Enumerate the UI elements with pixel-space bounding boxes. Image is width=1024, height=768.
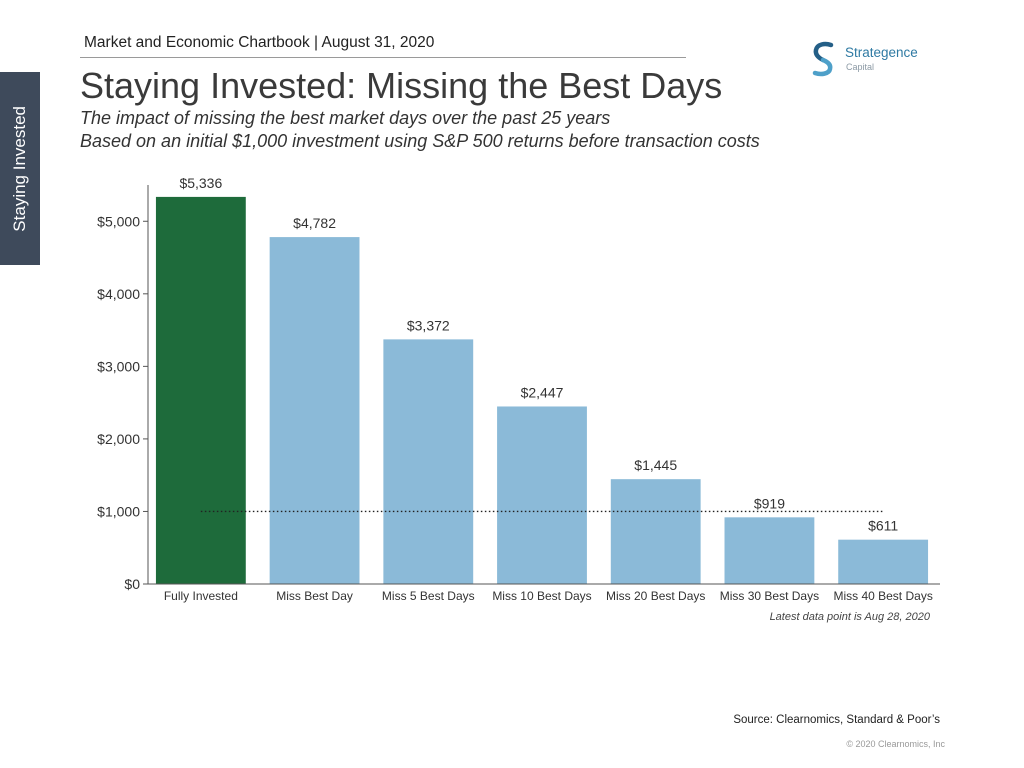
y-tick-label: $2,000 xyxy=(97,431,140,447)
chart-title: Staying Invested: Missing the Best Days xyxy=(80,65,723,106)
bar-miss-10-best-days xyxy=(497,406,587,584)
strategence-s-logo-icon xyxy=(812,41,834,77)
bar-miss-40-best-days xyxy=(838,539,929,584)
bar-miss-5-best-days xyxy=(383,339,474,584)
chartbook-header: Market and Economic Chartbook | August 3… xyxy=(84,34,435,51)
bar-miss-20-best-days xyxy=(610,479,701,584)
data-label: $1,445 xyxy=(634,457,677,473)
y-tick-label: $4,000 xyxy=(97,286,140,302)
bar-fully-invested xyxy=(155,196,246,584)
y-tick-label: $5,000 xyxy=(97,213,140,229)
y-tick-label: $3,000 xyxy=(97,358,140,374)
subtitle-line-1: The impact of missing the best market da… xyxy=(80,108,611,128)
bar-miss-30-best-days xyxy=(724,517,815,584)
logo-upper-swoosh xyxy=(813,41,834,63)
chart-note: Latest data point is Aug 28, 2020 xyxy=(769,611,930,623)
y-tick-label: $1,000 xyxy=(97,503,140,519)
chart-subtitle: The impact of missing the best market da… xyxy=(80,107,760,153)
category-label: Miss 20 Best Days xyxy=(606,589,705,603)
brand-name: Strategence xyxy=(845,45,918,60)
subtitle-line-2: Based on an initial $1,000 investment us… xyxy=(80,131,760,151)
header-divider xyxy=(80,57,686,58)
bar-miss-best-day xyxy=(269,237,360,584)
data-label: $611 xyxy=(868,518,898,534)
source-note: Source: Clearnomics, Standard & Poor’s xyxy=(733,714,940,726)
category-label: Miss 30 Best Days xyxy=(720,589,819,603)
category-label: Miss 40 Best Days xyxy=(833,589,932,603)
data-label: $5,336 xyxy=(179,175,222,191)
data-label: $3,372 xyxy=(407,317,450,333)
bar-chart: $0 $1,000 $2,000 $3,000 $4,000 $5,000 $5,336 Fu… xyxy=(80,165,960,635)
copyright-notice: © 2020 Clearnomics, Inc xyxy=(846,739,945,749)
section-tab: Staying Invested xyxy=(0,72,40,265)
category-label: Fully Invested xyxy=(164,589,238,603)
data-label: $919 xyxy=(754,495,785,511)
brand-tagline: Capital xyxy=(846,62,875,72)
category-label: Miss Best Day xyxy=(276,589,353,603)
section-tab-label: Staying Invested xyxy=(10,105,29,232)
data-label: $4,782 xyxy=(293,215,336,231)
y-tick-label: $0 xyxy=(124,576,140,592)
bar-chart-canvas: $0 $1,000 $2,000 $3,000 $4,000 $5,000 $5,336 Fu… xyxy=(97,175,940,603)
category-label: Miss 5 Best Days xyxy=(382,589,475,603)
data-label: $2,447 xyxy=(521,384,564,400)
logo-lower-swoosh xyxy=(812,57,833,77)
category-label: Miss 10 Best Days xyxy=(492,589,591,603)
